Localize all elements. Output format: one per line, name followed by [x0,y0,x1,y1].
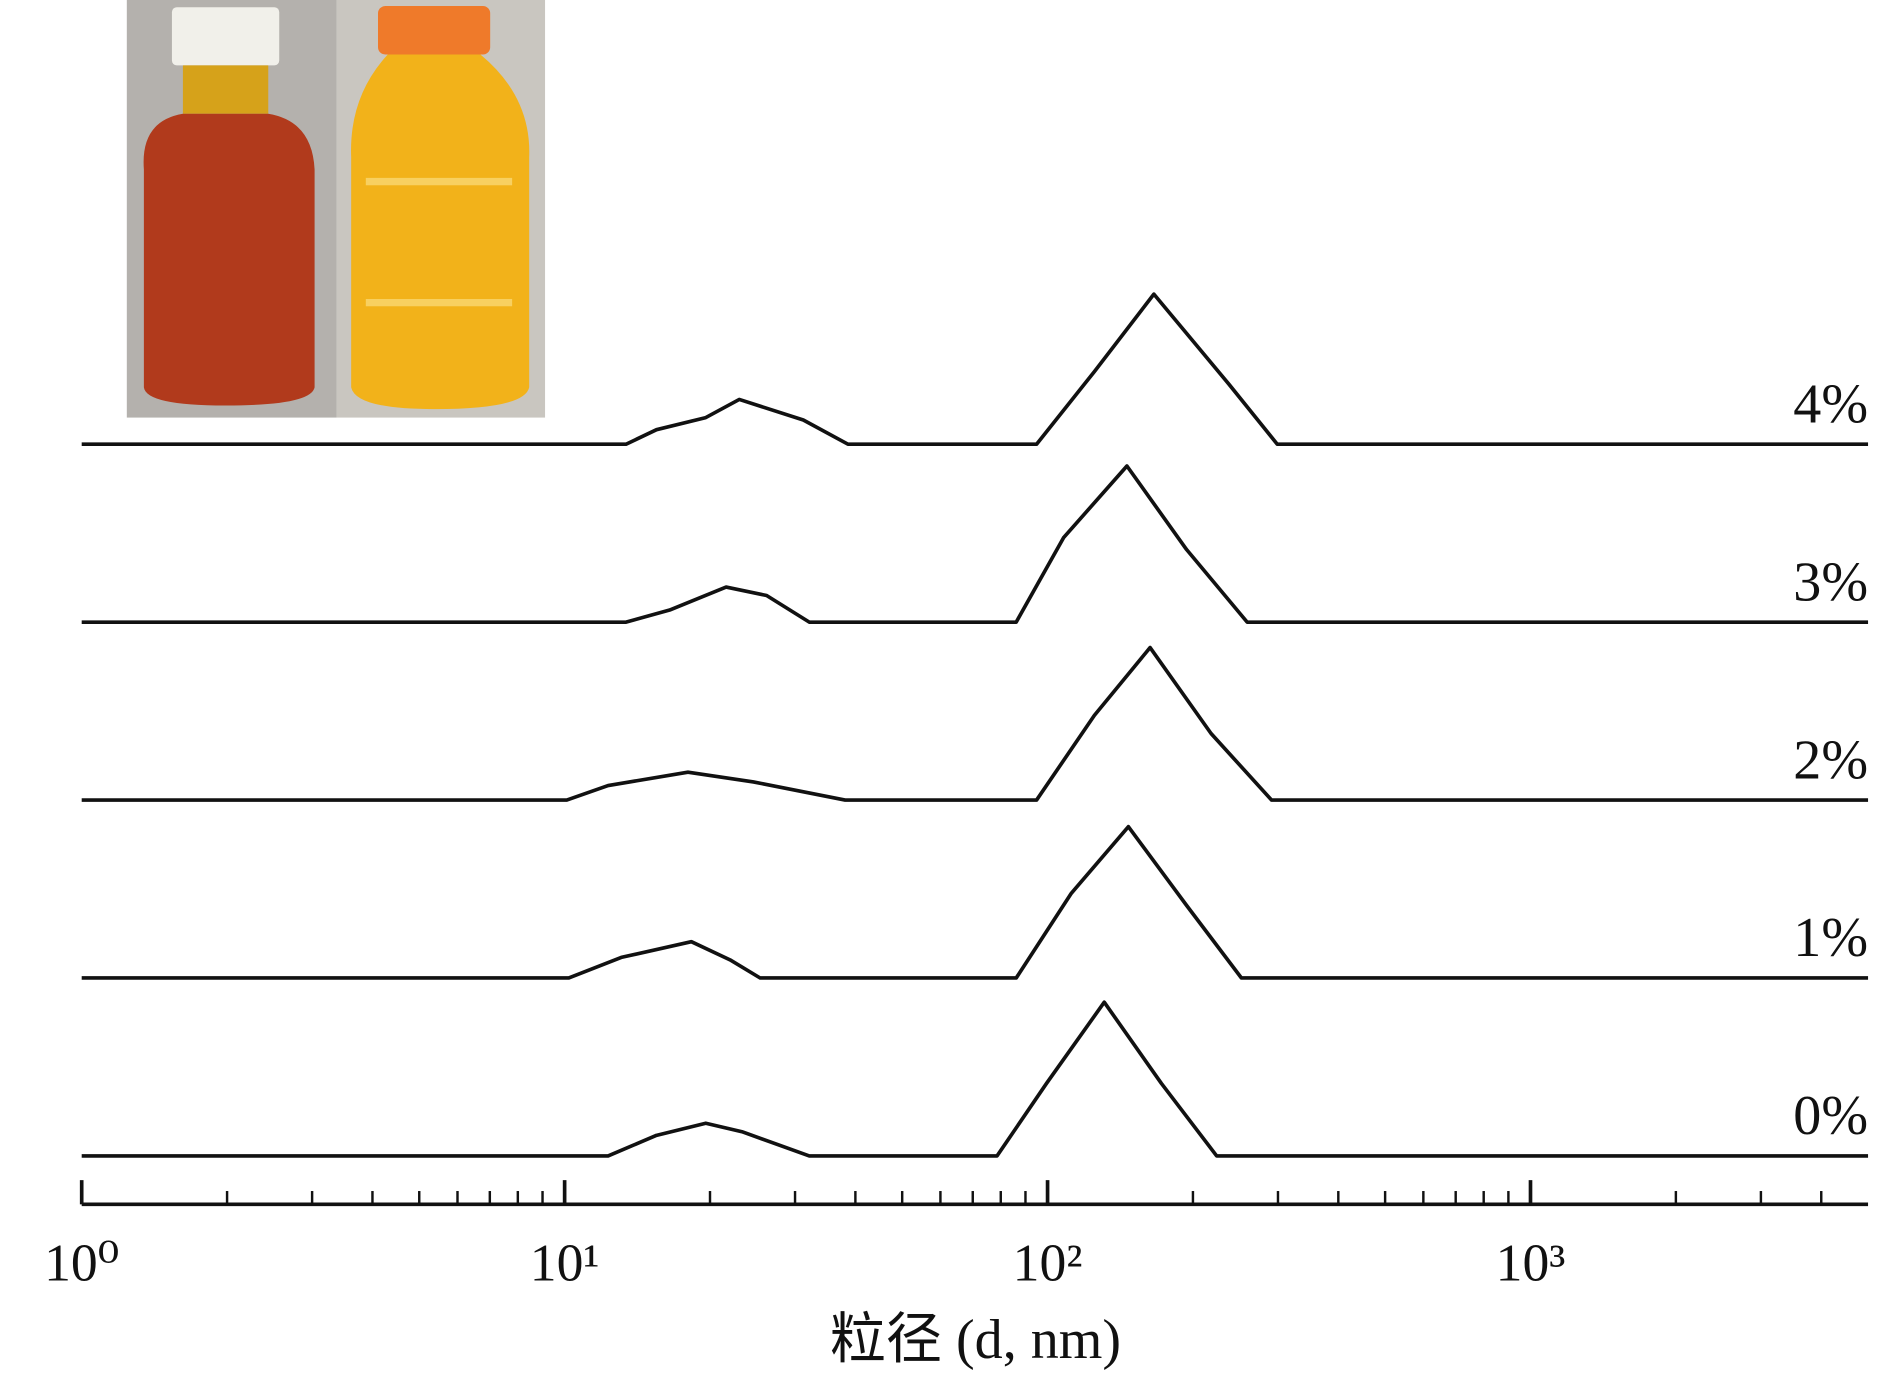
x-tick-label: 10⁰ [44,1233,119,1293]
distribution-line [81,292,1869,447]
distribution-line [81,824,1869,980]
series-label: 1% [1793,907,1868,969]
distribution-line [81,464,1869,624]
series-label: 0% [1793,1085,1868,1147]
distribution-line [81,1000,1869,1158]
distribution-line [81,645,1869,802]
series-label: 3% [1793,552,1868,614]
series-label: 4% [1793,374,1868,436]
x-tick-label: 10² [1013,1233,1083,1293]
photo-inset [126,0,546,418]
x-tick-label: 10³ [1496,1233,1566,1293]
x-tick-label: 10¹ [530,1233,600,1293]
x-axis-title: 粒径 (d, nm) [830,1309,1121,1371]
series-label: 2% [1793,729,1868,791]
